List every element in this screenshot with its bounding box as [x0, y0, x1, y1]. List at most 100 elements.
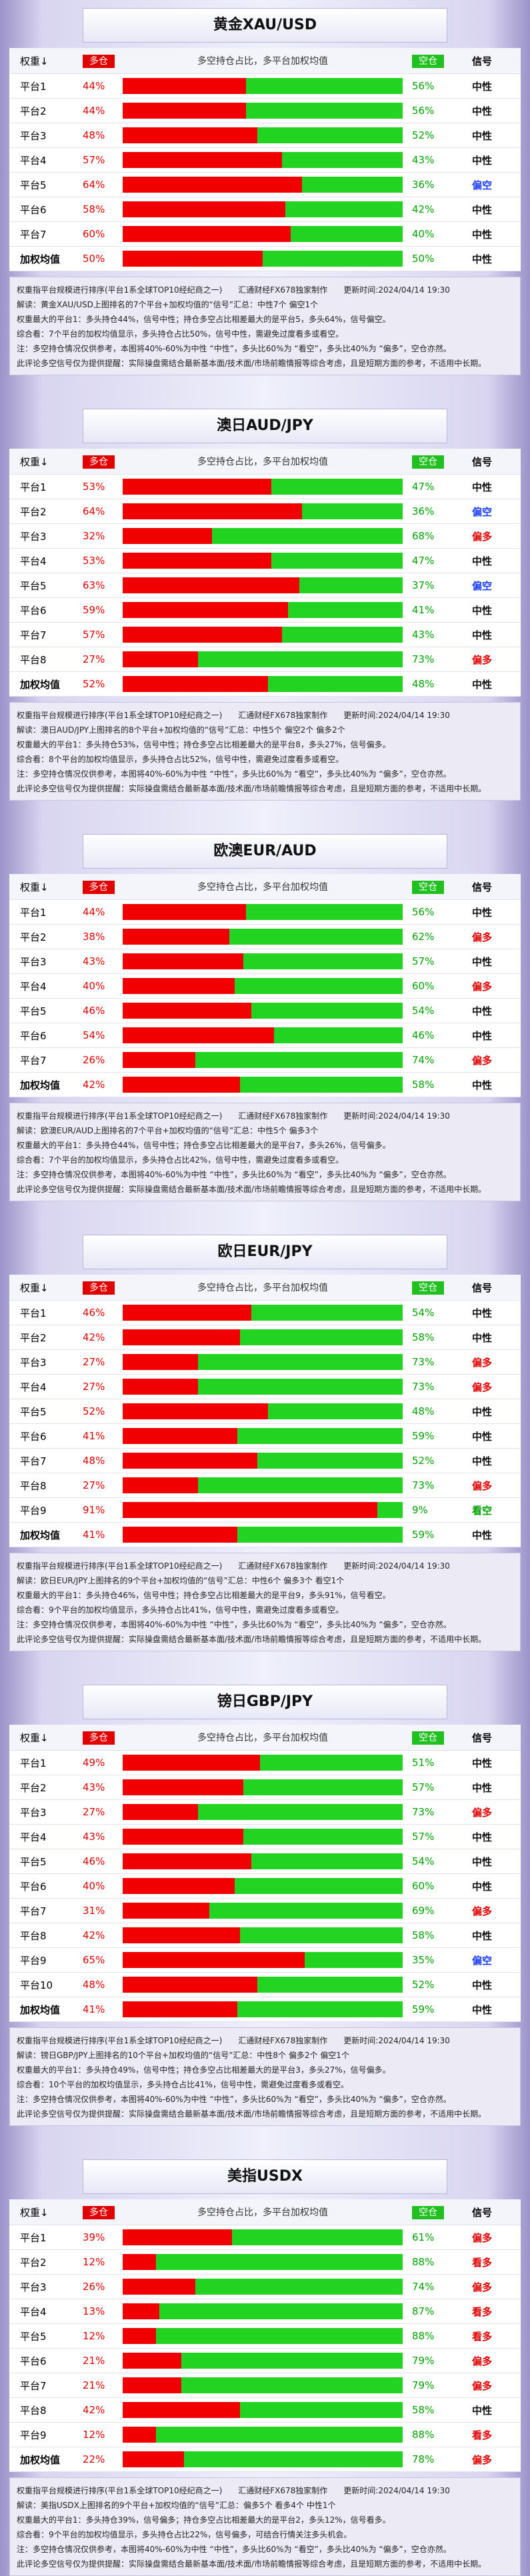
short-bar: [240, 1927, 403, 1943]
platform-name: 平台7: [20, 228, 47, 241]
short-pct: 58%: [412, 1929, 435, 1941]
short-bar: [237, 1527, 403, 1543]
header-row: 权重↓ 多仓 多空持仓占比，多平台加权均值 空仓 信号: [9, 449, 521, 475]
signal: 偏多: [471, 931, 492, 943]
long-pct: 58%: [83, 203, 105, 215]
short-bar: [156, 2328, 403, 2344]
short-bar: [243, 1829, 403, 1845]
bar: [123, 2303, 403, 2319]
platform-name: 平台6: [20, 203, 47, 216]
long-pct: 26%: [83, 2281, 105, 2293]
signal: 中性: [471, 906, 492, 919]
bar: [123, 2279, 403, 2295]
short-pct: 47%: [412, 481, 435, 493]
panel: 欧日EUR/JPY 权重↓ 多仓 多空持仓占比，多平台加权均值 空仓 信号 平台1 46% 54…: [9, 1227, 521, 1651]
source-line: 权重指平台规模进行排序(平台1系全球TOP10经纪商之一) 汇通财经FX678独…: [17, 1561, 450, 1571]
header-signal: 信号: [471, 455, 492, 468]
short-pct: 60%: [412, 980, 435, 992]
long-bar: [123, 929, 229, 945]
data-row: 平台5 63% 37% 偏空: [9, 573, 521, 598]
short-pct: 56%: [412, 80, 435, 92]
panel-title: 欧日EUR/JPY: [83, 1235, 447, 1269]
source-line: 权重指平台规模进行排序(平台1系全球TOP10经纪商之一) 汇通财经FX678独…: [17, 285, 450, 295]
bar: [123, 1779, 403, 1795]
footer: 权重指平台规模进行排序(平台1系全球TOP10经纪商之一) 汇通财经FX678独…: [9, 1553, 521, 1651]
bar: [123, 1354, 403, 1370]
long-pct: 21%: [83, 2355, 105, 2367]
header-short: 空仓: [412, 2206, 444, 2219]
long-bar: [123, 1453, 257, 1469]
long-bar: [123, 627, 283, 643]
panel: 镑日GBP/JPY 权重↓ 多仓 多空持仓占比，多平台加权均值 空仓 信号 平台1 49% 51…: [9, 1677, 521, 2126]
data-row: 平台3 48% 52% 中性: [9, 123, 521, 148]
data-row: 平台8 27% 73% 偏多: [9, 1473, 521, 1498]
short-bar: [305, 1952, 403, 1968]
signal: 中性: [471, 1880, 492, 1893]
long-pct: 22%: [83, 2453, 105, 2465]
short-pct: 60%: [412, 1880, 435, 1892]
data-row: 平台5 46% 54% 中性: [9, 999, 521, 1023]
short-bar: [195, 2279, 403, 2295]
data-row: 平台3 32% 68% 偏多: [9, 524, 521, 549]
bar: [123, 201, 403, 217]
data-row: 平台5 46% 54% 中性: [9, 1849, 521, 1874]
header-row: 权重↓ 多仓 多空持仓占比，多平台加权均值 空仓 信号: [9, 1275, 521, 1301]
header-signal: 信号: [471, 55, 492, 67]
bar: [123, 2402, 403, 2418]
platform-name: 平台8: [20, 2404, 47, 2417]
panel: 欧澳EUR/AUD 权重↓ 多仓 多空持仓占比，多平台加权均值 空仓 信号 平台1 44% 56…: [9, 826, 521, 1201]
short-pct: 37%: [412, 579, 435, 591]
long-bar: [123, 1527, 238, 1543]
short-bar: [291, 226, 403, 242]
long-bar: [123, 1952, 305, 1968]
bar: [123, 1305, 403, 1321]
data-row: 加权均值 52% 48% 中性: [9, 672, 521, 697]
data-row: 加权均值 41% 59% 中性: [9, 1997, 521, 2022]
short-bar: [251, 1853, 403, 1869]
bar: [123, 1977, 403, 1993]
platform-name: 平台4: [20, 154, 47, 167]
long-bar: [123, 1477, 199, 1493]
panel-title: 欧澳EUR/AUD: [83, 834, 447, 869]
signal: 中性: [471, 129, 492, 142]
short-pct: 73%: [412, 1381, 435, 1393]
signal: 偏多: [471, 653, 492, 666]
disclaimer: 此评论多空信号仅为提供提醒：实际操盘需结合最新基本面/技术面/市场前瞻情报等综合…: [17, 1635, 487, 1644]
long-bar: [123, 2303, 159, 2319]
short-pct: 52%: [412, 1455, 435, 1467]
short-pct: 36%: [412, 505, 435, 517]
long-bar: [123, 1853, 252, 1869]
long-bar: [123, 553, 271, 569]
short-bar: [198, 1477, 403, 1493]
long-bar: [123, 1354, 199, 1370]
data-row: 平台10 48% 52% 中性: [9, 1973, 521, 1997]
header-signal: 信号: [471, 2206, 492, 2219]
long-pct: 49%: [83, 1757, 105, 1769]
long-pct: 52%: [83, 678, 105, 690]
header-signal: 信号: [471, 881, 492, 893]
long-bar: [123, 1052, 196, 1068]
long-bar: [123, 1804, 199, 1820]
long-bar: [123, 152, 283, 168]
bar: [123, 1903, 403, 1919]
note: 注：多空持仓情况仅供参考，本图将40%-60%为中性 “中性”，多头比60%为 …: [17, 1170, 451, 1179]
long-pct: 32%: [83, 530, 105, 542]
short-bar: [257, 1453, 403, 1469]
bar: [123, 1952, 403, 1968]
long-bar: [123, 2001, 238, 2017]
footer: 权重指平台规模进行排序(平台1系全球TOP10经纪商之一) 汇通财经FX678独…: [9, 2027, 521, 2126]
short-pct: 74%: [412, 2281, 435, 2293]
bar: [123, 1077, 403, 1093]
platform-name: 平台1: [20, 1757, 47, 1769]
signal: 中性: [471, 154, 492, 167]
long-bar: [123, 978, 235, 994]
header-short-cell: 空仓: [403, 1281, 452, 1295]
short-bar: [240, 1329, 403, 1345]
data-row: 平台2 42% 58% 中性: [9, 1325, 521, 1350]
header-row: 权重↓ 多仓 多空持仓占比，多平台加权均值 空仓 信号: [9, 874, 521, 900]
header-signal: 信号: [471, 1281, 492, 1294]
short-bar: [245, 78, 403, 94]
long-pct: 27%: [83, 653, 105, 665]
long-pct: 42%: [83, 2404, 105, 2416]
platform-name: 平台6: [20, 604, 47, 617]
